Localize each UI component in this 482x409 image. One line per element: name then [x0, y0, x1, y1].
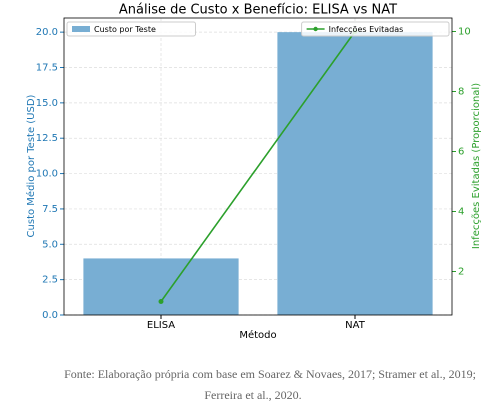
y2-tick-label: 8: [458, 87, 464, 98]
y2-axis-label: Infecções Evitadas (Proporcional): [471, 83, 482, 249]
x-tick-label: NAT: [345, 320, 366, 331]
point: [158, 299, 164, 304]
caption: Ferreira et al., 2020.: [204, 388, 301, 402]
y-tick-label: 7.5: [42, 204, 58, 215]
caption: Fonte: Elaboração própria com base em So…: [64, 367, 476, 381]
legend-box: [66, 21, 196, 37]
y-tick-label: 0.0: [42, 310, 58, 321]
plot-frame: [63, 17, 453, 316]
y-tick-label: 12.5: [36, 133, 58, 144]
legend-swatch: [313, 26, 318, 32]
y-tick-label: 20.0: [36, 27, 58, 38]
bar: [83, 258, 239, 315]
x-axis-label: Método: [239, 329, 276, 341]
y2-tick-label: 4: [458, 207, 464, 218]
y-tick-label: 17.5: [36, 63, 58, 74]
x-tick-label: ELISA: [147, 320, 175, 331]
y-tick-label: 15.0: [36, 98, 58, 109]
y2-tick-label: 2: [458, 267, 464, 278]
y-tick-label: 10.0: [36, 169, 58, 180]
legend-label: Custo por Teste: [94, 25, 156, 34]
legend-swatch: [72, 26, 90, 32]
bar: [277, 32, 433, 316]
y-axis-label: Custo Médio por Teste (USD): [25, 94, 37, 237]
legend-box: [301, 21, 450, 37]
y2-tick-label: 10: [458, 27, 471, 38]
line: [160, 31, 356, 302]
y2-tick-label: 6: [458, 147, 464, 158]
y-tick-label: 5.0: [42, 239, 58, 250]
y-tick-label: 2.5: [42, 275, 58, 286]
legend-label: Infecções Evitadas: [329, 25, 404, 34]
chart-title: Análise de Custo x Benefício: ELISA vs N…: [119, 3, 397, 18]
